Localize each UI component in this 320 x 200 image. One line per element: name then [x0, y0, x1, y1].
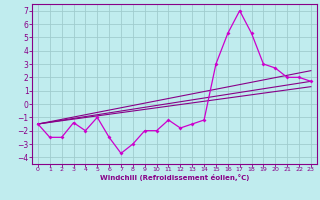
- X-axis label: Windchill (Refroidissement éolien,°C): Windchill (Refroidissement éolien,°C): [100, 174, 249, 181]
